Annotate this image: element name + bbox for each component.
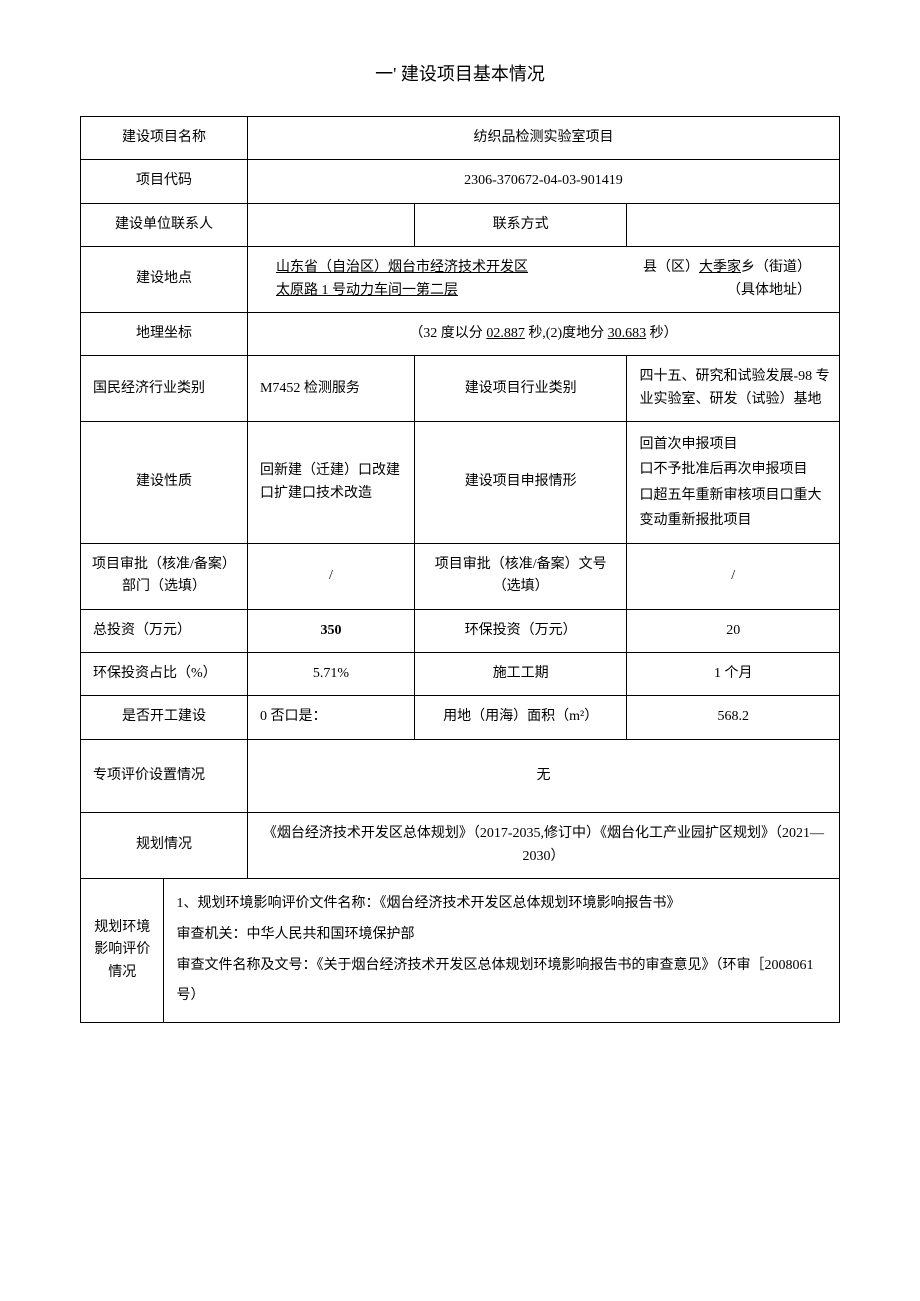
build-nature-value: 回新建（迁建）口改建口扩建口技术改造 [247,422,414,544]
project-info-table: 建设项目名称 纺织品检测实验室项目 项目代码 2306-370672-04-03… [80,116,840,1023]
approval-doc-label: 项目审批（核准/备案）文号（选填） [414,543,627,609]
contact-method-value [627,203,840,246]
location-line1-prefix: 山东省（自治区）烟台市经济技术开发区 [276,257,528,279]
location-value: 山东省（自治区）烟台市经济技术开发区 县（区）大季家乡（街道） 太原路 1 号动… [247,247,839,313]
coordinates-value: （32 度以分 02.887 秒,(2)度地分 30.683 秒） [247,312,839,355]
contact-person-value [247,203,414,246]
contact-person-label: 建设单位联系人 [81,203,248,246]
special-eval-label: 专项评价设置情况 [81,739,248,812]
construction-period-value: 1 个月 [627,653,840,696]
location-line1-suffix: 县（区）大季家乡（街道） [643,257,811,279]
planning-value: 《烟台经济技术开发区总体规划》（2017-2035,修订中）《烟台化工产业园扩区… [247,813,839,879]
planning-env-content: 1、规划环境影响评价文件名称：《烟台经济技术开发区总体规划环境影响报告书》 审查… [164,879,840,1023]
proj-industry-value: 四十五、研究和试验发展-98 专业实验室、研发（试验）基地 [627,356,840,422]
env-ratio-label: 环保投资占比（%） [81,653,248,696]
planning-env-label: 规划环境影响评价情况 [81,879,164,1023]
location-line2-suffix: （具体地址） [727,280,811,302]
approval-doc-value: / [627,543,840,609]
project-code-value: 2306-370672-04-03-901419 [247,160,839,203]
approval-dept-value: / [247,543,414,609]
econ-industry-value: M7452 检测服务 [247,356,414,422]
project-name-value: 纺织品检测实验室项目 [247,117,839,160]
approval-dept-label: 项目审批（核准/备案）部门（选填） [81,543,248,609]
report-type-value: 回首次申报项目 口不予批准后再次申报项目 口超五年重新审核项目口重大变动重新报批… [627,422,840,544]
land-area-value: 568.2 [627,696,840,739]
land-area-label: 用地（用海）面积（m²） [414,696,627,739]
env-ratio-value: 5.71% [247,653,414,696]
location-label: 建设地点 [81,247,248,313]
build-nature-label: 建设性质 [81,422,248,544]
construction-period-label: 施工工期 [414,653,627,696]
proj-industry-label: 建设项目行业类别 [414,356,627,422]
total-invest-label: 总投资（万元） [81,609,248,652]
total-invest-value: 350 [247,609,414,652]
planning-label: 规划情况 [81,813,248,879]
project-name-label: 建设项目名称 [81,117,248,160]
started-value: 0 否口是： [247,696,414,739]
location-line2-prefix: 太原路 1 号动力车间一第二层 [276,280,458,302]
contact-method-label: 联系方式 [414,203,627,246]
special-eval-value: 无 [247,739,839,812]
coordinates-label: 地理坐标 [81,312,248,355]
page-title: 一' 建设项目基本情况 [80,60,840,86]
env-invest-label: 环保投资（万元） [414,609,627,652]
report-type-label: 建设项目申报情形 [414,422,627,544]
project-code-label: 项目代码 [81,160,248,203]
econ-industry-label: 国民经济行业类别 [81,356,248,422]
started-label: 是否开工建设 [81,696,248,739]
env-invest-value: 20 [627,609,840,652]
